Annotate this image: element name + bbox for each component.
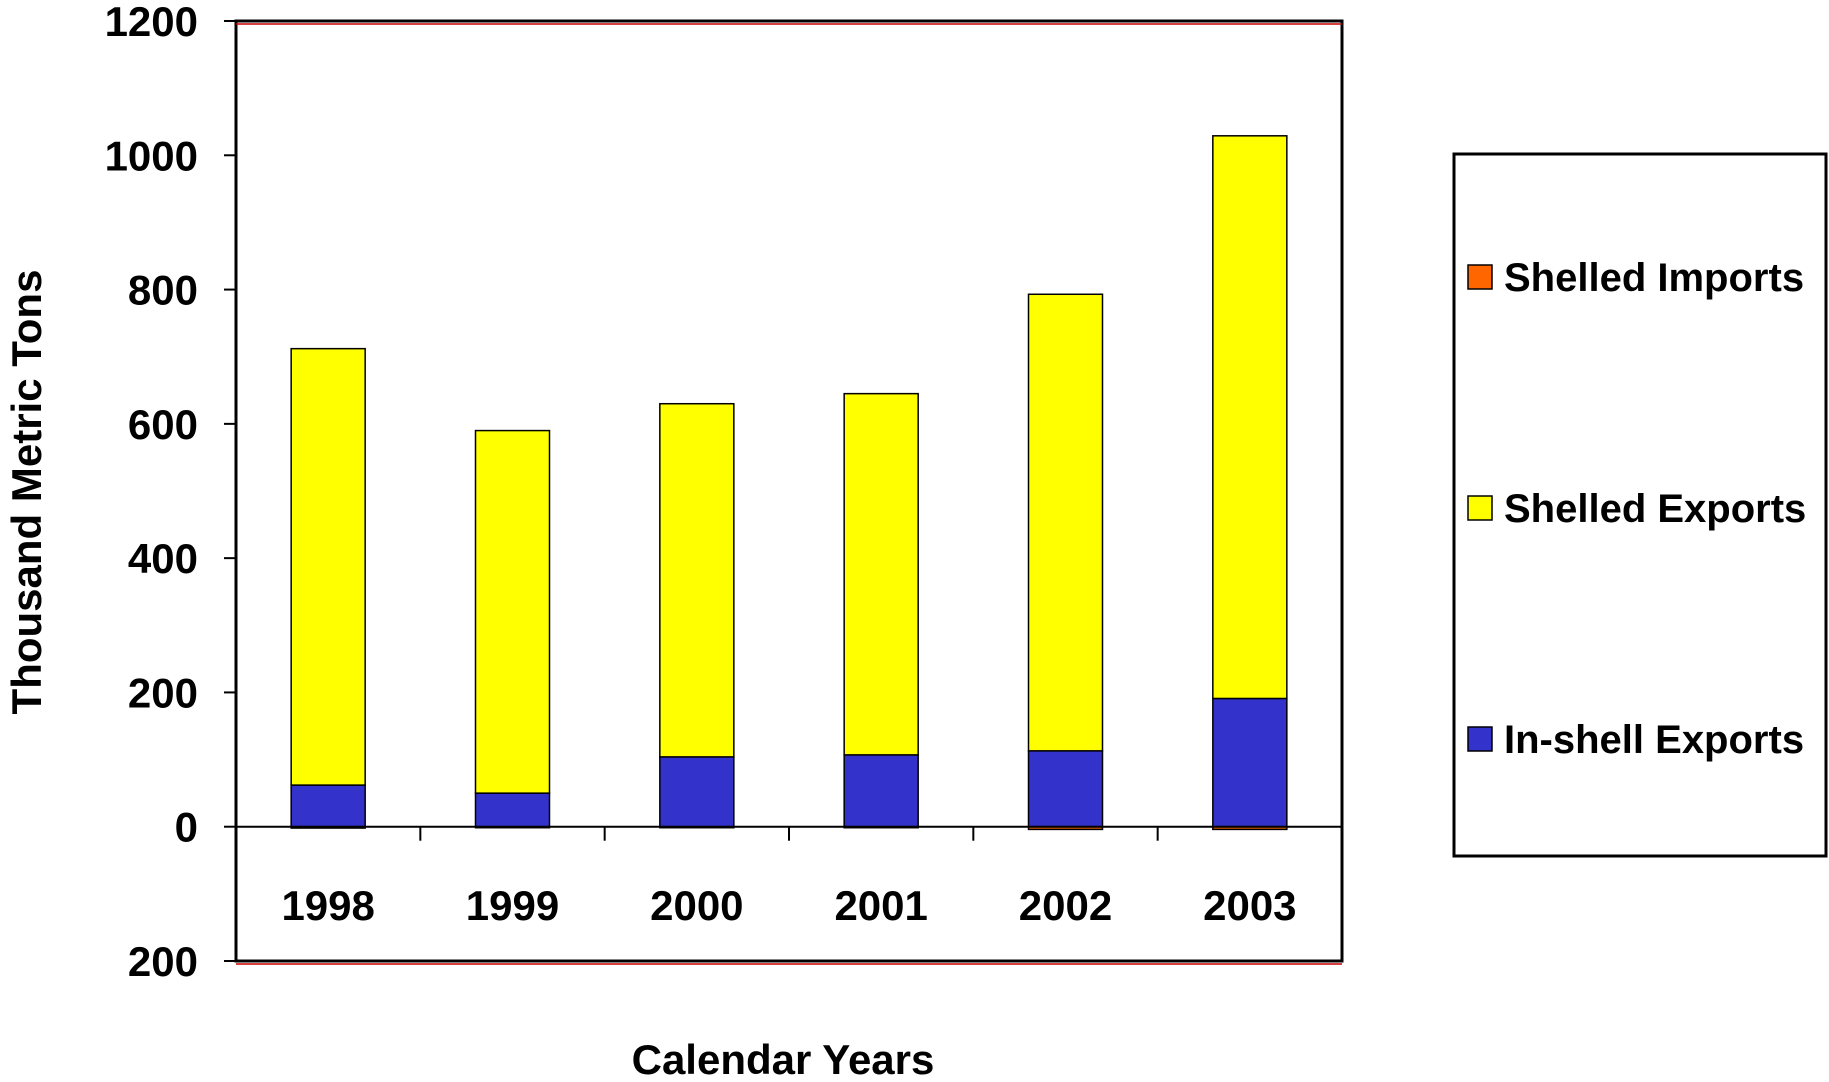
bar-shelled-exports-2003 (1212, 135, 1288, 700)
x-tick-label: 1999 (466, 882, 559, 929)
y-tick-label: 200 (128, 938, 198, 985)
y-axis: 1200 1000 800 600 400 200 0 200 (105, 0, 236, 985)
legend-box (1452, 152, 1828, 858)
bar-shelled-exports-1999 (474, 429, 551, 794)
x-tick-label: 1998 (281, 882, 374, 929)
bar-in-shell-exports-2003 (1212, 697, 1288, 828)
bar-shelled-exports-2001 (843, 392, 919, 756)
bar-shelled-exports-1998 (290, 347, 366, 786)
y-tick-label: 0 (175, 804, 198, 851)
legend-label: Shelled Imports (1504, 256, 1804, 300)
legend: Shelled Imports Shelled Exports In-shell E… (1452, 152, 1828, 858)
y-axis-title: Thousand Metric Tons (3, 270, 50, 715)
plot-frame (234, 19, 1344, 963)
legend-swatch (1467, 264, 1493, 290)
bar-in-shell-exports-2002 (1027, 750, 1104, 828)
bar-shelled-exports-2002 (1027, 293, 1104, 752)
legend-swatch (1467, 726, 1493, 752)
legend-label: Shelled Exports (1504, 487, 1806, 531)
x-tick-label: 2000 (650, 882, 743, 929)
bar-in-shell-exports-2001 (843, 754, 919, 828)
x-tick-label: 2002 (1019, 882, 1112, 929)
y-tick-label: 1000 (105, 132, 198, 179)
legend-swatch (1467, 495, 1493, 521)
bar-in-shell-exports-2000 (659, 756, 735, 828)
x-tick-label: 2001 (834, 882, 927, 929)
y-tick-label: 1200 (105, 0, 198, 45)
y-tick-label: 600 (128, 401, 198, 448)
y-tick-label: 400 (128, 535, 198, 582)
bars (290, 135, 1288, 831)
x-axis: 1998 1999 2000 2001 2002 2003 (281, 826, 1297, 929)
y-tick-label: 200 (128, 669, 198, 716)
x-tick-label: 2003 (1203, 882, 1296, 929)
legend-label: In-shell Exports (1504, 718, 1804, 762)
x-axis-title: Calendar Years (632, 1036, 935, 1082)
bar-in-shell-exports-1998 (290, 784, 366, 828)
y-tick-label: 800 (128, 267, 198, 314)
bar-in-shell-exports-1999 (474, 792, 551, 828)
bar-shelled-exports-2000 (659, 402, 735, 758)
